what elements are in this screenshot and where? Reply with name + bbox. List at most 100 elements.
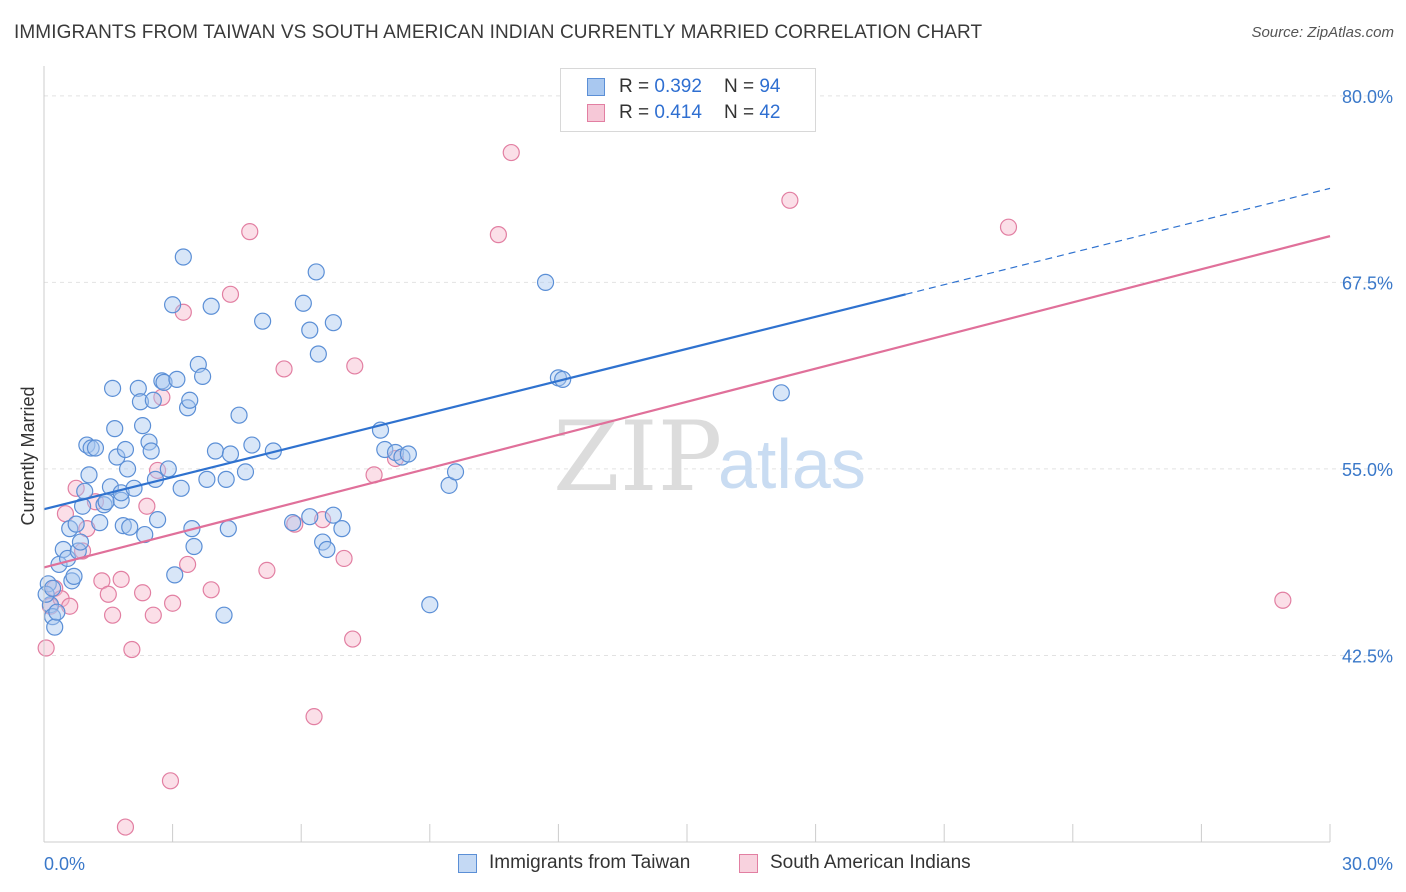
taiwan-point	[159, 460, 177, 478]
south-american-indian-trend-line	[43, 235, 1331, 569]
taiwan-point	[309, 345, 327, 363]
legend-r-label: R =	[619, 102, 650, 123]
taiwan-point	[221, 445, 240, 463]
taiwan-point	[333, 520, 351, 538]
taiwan-point	[114, 517, 132, 535]
south-american-indian-point	[335, 549, 353, 568]
taiwan-point	[318, 540, 336, 559]
legend-n-label: N =	[723, 102, 755, 123]
taiwan-point	[324, 314, 342, 332]
taiwan-point	[131, 393, 150, 411]
taiwan-point	[129, 379, 147, 397]
taiwan-point	[194, 367, 212, 385]
y-tick-label: 67.5%	[1342, 273, 1393, 293]
south-american-indian-point	[781, 191, 799, 209]
taiwan-point	[118, 460, 137, 478]
legend-r-value: 0.392	[654, 76, 702, 97]
taiwan-point	[421, 596, 439, 614]
taiwan-point	[166, 566, 184, 584]
taiwan-point	[307, 263, 325, 281]
legend-swatch-pink	[587, 104, 605, 122]
y-axis-label: Currently Married	[18, 386, 38, 525]
taiwan-point	[116, 440, 135, 459]
legend-n-value: 42	[759, 102, 781, 123]
legend-swatch-blue	[458, 853, 477, 873]
south-american-indian-point	[144, 606, 162, 624]
taiwan-point	[142, 442, 160, 460]
south-american-indian-point	[999, 218, 1018, 236]
legend-row-taiwan: R = 0.392 N = 94	[587, 74, 780, 100]
y-tick-label: 80.0%	[1342, 87, 1393, 107]
taiwan-point	[219, 520, 237, 538]
south-american-indian-point	[202, 581, 220, 599]
source-note: Source: ZipAtlas.com	[1251, 24, 1394, 41]
taiwan-point	[155, 373, 173, 391]
legend-item-taiwan: Immigrants from Taiwan	[458, 852, 690, 874]
south-american-indian-point	[258, 561, 276, 580]
legend-swatch-pink	[739, 853, 758, 873]
legend-label-south-american-indians: South American Indians	[770, 852, 971, 873]
taiwan-point	[215, 606, 233, 624]
legend-r-label: R =	[619, 76, 650, 97]
taiwan-point	[95, 496, 113, 514]
chart-title: IMMIGRANTS FROM TAIWAN VS SOUTH AMERICAN…	[14, 22, 983, 43]
south-american-indian-point	[346, 357, 364, 375]
grid-layer: 42.5% 55.0% 67.5% 80.0%	[44, 87, 1394, 666]
south-american-indian-point	[344, 630, 362, 648]
taiwan-point	[185, 537, 203, 556]
south-american-indian-point	[179, 555, 197, 574]
taiwan-point	[82, 439, 100, 457]
south-american-indian-point	[112, 570, 130, 588]
taiwan-trend-extension	[905, 187, 1331, 295]
taiwan-point	[164, 296, 182, 314]
watermark: ZIP atlas	[553, 401, 866, 513]
taiwan-point	[772, 384, 790, 402]
south-american-indian-point	[116, 818, 135, 836]
taiwan-point	[106, 420, 124, 438]
taiwan-point	[46, 618, 64, 636]
south-american-indian-point	[99, 585, 117, 603]
taiwan-point	[324, 506, 342, 524]
south-american-indian-point	[489, 226, 507, 244]
taiwan-point	[144, 391, 162, 409]
legend-n-value: 94	[759, 76, 781, 97]
taiwan-point	[80, 466, 98, 484]
trend-lines	[43, 187, 1331, 569]
taiwan-point	[133, 417, 152, 435]
south-american-indian-point	[37, 639, 55, 657]
south-american-indian-point	[103, 606, 122, 624]
series-immigrants-from-taiwan	[37, 248, 790, 636]
taiwan-point	[86, 439, 105, 457]
x-tick-label: 0.0%	[44, 854, 85, 874]
taiwan-point	[43, 579, 62, 597]
watermark-zip: ZIP	[553, 401, 722, 513]
taiwan-point	[48, 603, 66, 621]
taiwan-point	[202, 297, 220, 315]
taiwan-point	[172, 479, 190, 497]
taiwan-point	[121, 518, 139, 536]
taiwan-point	[284, 514, 302, 532]
taiwan-point	[536, 273, 555, 291]
south-american-indian-point	[502, 143, 520, 162]
south-american-indian-point	[314, 511, 332, 529]
south-american-indian-point	[164, 594, 182, 612]
taiwan-point	[206, 442, 225, 460]
taiwan-point	[399, 445, 417, 463]
taiwan-point	[198, 470, 216, 488]
taiwan-point	[301, 321, 319, 339]
correlation-legend: R = 0.392 N = 94 R = 0.414 N = 42	[560, 68, 816, 132]
legend-row-south-american-indians: R = 0.414 N = 42	[587, 100, 780, 126]
taiwan-point	[103, 379, 122, 397]
taiwan-point	[65, 567, 83, 585]
axes: 0.0% 30.0%	[43, 66, 1393, 874]
taiwan-point	[301, 508, 319, 526]
taiwan-point	[294, 294, 312, 312]
taiwan-trend-line	[43, 293, 906, 511]
legend-n-label: N =	[723, 76, 755, 97]
south-american-indian-point	[1274, 591, 1292, 609]
x-tick-label: 30.0%	[1342, 854, 1393, 874]
south-american-indian-point	[133, 584, 152, 602]
taiwan-point	[54, 540, 72, 559]
legend-item-south-american-indians: South American Indians	[739, 852, 971, 874]
